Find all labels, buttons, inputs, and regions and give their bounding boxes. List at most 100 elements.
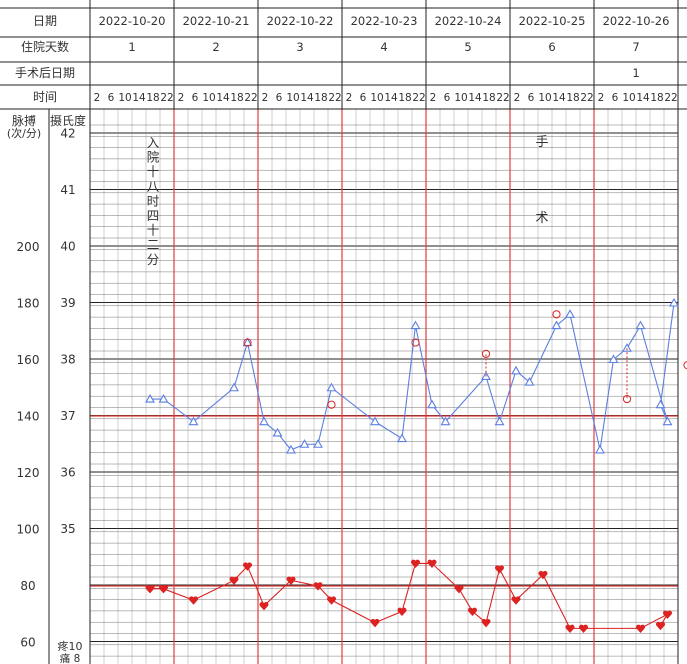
temperature-tick-label: 35 <box>60 522 75 536</box>
stay-day-cell: 6 <box>548 40 555 54</box>
pain-axis-subtitle: 痛 8 <box>60 652 81 664</box>
hour-cell: 14 <box>636 92 650 104</box>
cooling-circle-mark <box>411 338 420 347</box>
stay-day-cell: 4 <box>380 40 387 54</box>
pulse-point <box>481 618 491 628</box>
date-cell: 2022-10-26 <box>603 14 670 28</box>
hour-cell: 10 <box>118 92 131 104</box>
pulse-axis-title: 脉搏 <box>12 113 36 128</box>
admission-note-char: 院 <box>147 150 160 165</box>
hour-cell: 6 <box>528 92 535 104</box>
hour-cell: 6 <box>192 92 199 104</box>
pulse-line <box>150 562 670 629</box>
hour-cell: 14 <box>552 92 566 104</box>
pulse-point <box>370 618 380 628</box>
admission-note-char: 四 <box>147 208 160 223</box>
temperature-point <box>608 354 619 364</box>
date-cell: 2022-10-24 <box>435 14 502 28</box>
admission-note-char: 八 <box>147 179 160 194</box>
hour-cell: 6 <box>444 92 451 104</box>
hour-cell: 14 <box>132 92 146 104</box>
pulse-point <box>635 624 646 633</box>
date-label: 日期 <box>33 14 57 28</box>
cooling-circle-mark <box>683 361 687 370</box>
pulse-point <box>454 585 464 594</box>
temperature-tick-label: 41 <box>60 183 75 197</box>
hour-cell: 18 <box>314 92 327 104</box>
temperature-tick-label: 40 <box>60 240 75 254</box>
hour-cell: 10 <box>622 92 635 104</box>
temperature-point <box>595 444 605 454</box>
hour-cell: 6 <box>612 92 619 104</box>
pulse-point <box>286 576 296 585</box>
hour-cell: 14 <box>216 92 230 104</box>
axis-titles: 脉搏 (次/分) 摄氏度 疼10 痛 8 <box>7 113 86 664</box>
temperature-point <box>655 399 666 409</box>
hour-cell: 14 <box>384 92 398 104</box>
hour-cell: 10 <box>202 92 215 104</box>
hour-cell: 2 <box>430 92 437 104</box>
temperature-tick-label: 36 <box>60 466 75 480</box>
temperature-point <box>494 416 505 426</box>
temperature-point <box>427 399 437 409</box>
stay-day-cell: 5 <box>464 40 471 54</box>
hour-cell: 10 <box>370 92 383 104</box>
temperature-point <box>551 320 562 330</box>
pulse-point <box>158 585 169 594</box>
admission-note-char: 入 <box>147 135 160 150</box>
stay-days-label: 住院天数 <box>21 39 69 54</box>
pulse-point <box>326 596 337 605</box>
temperature-point <box>313 439 323 448</box>
pulse-tick-label: 180 <box>17 297 40 311</box>
hour-cell: 22 <box>580 92 593 104</box>
hour-cell: 10 <box>286 92 299 104</box>
pulse-point <box>427 559 437 569</box>
series-layer <box>145 297 687 633</box>
hour-cell: 22 <box>160 92 173 104</box>
hour-cell: 18 <box>650 92 663 104</box>
admission-note-char: 时 <box>147 193 160 208</box>
temperature-point <box>565 309 575 318</box>
pulse-point <box>494 565 505 574</box>
temperature-point <box>370 416 380 426</box>
temperature-point <box>440 416 451 426</box>
pulse-point <box>242 562 253 571</box>
pulse-tick-label: 200 <box>17 240 40 254</box>
stay-day-cell: 2 <box>212 40 219 54</box>
temperature-point <box>622 343 632 352</box>
date-cell: 2022-10-25 <box>519 14 586 28</box>
temperature-point <box>259 416 269 426</box>
pulse-point <box>229 576 239 585</box>
time-label: 时间 <box>33 90 57 104</box>
date-cell: 2022-10-21 <box>183 14 250 28</box>
pulse-point <box>467 607 478 617</box>
cooling-circle-mark <box>481 349 491 358</box>
admission-note-char: 分 <box>147 252 160 267</box>
hour-cell: 2 <box>262 92 269 104</box>
hour-cell: 14 <box>468 92 482 104</box>
hour-cell: 6 <box>360 92 367 104</box>
pulse-tick-label: 80 <box>20 579 35 593</box>
pulse-point <box>188 596 199 605</box>
temperature-point <box>511 365 521 375</box>
stay-day-cell: 7 <box>632 40 639 54</box>
hour-cell: 14 <box>300 92 314 104</box>
temperature-point <box>299 439 310 448</box>
stay-day-cell: 3 <box>296 40 303 54</box>
hour-cell: 18 <box>482 92 495 104</box>
temperature-point <box>397 433 407 443</box>
date-cell: 2022-10-23 <box>351 14 418 28</box>
cooling-circle-mark <box>327 400 336 409</box>
pulse-point <box>655 621 666 631</box>
temperature-point <box>229 382 239 392</box>
pulse-point <box>259 602 269 611</box>
pulse-point <box>538 570 548 580</box>
hour-cell: 10 <box>454 92 467 104</box>
hour-cell: 10 <box>538 92 551 104</box>
hour-cell: 18 <box>398 92 411 104</box>
axis-ticks: 35 36 37 38 39 40 41 42 60 80 100 120 140 160 180 200 <box>17 127 76 650</box>
date-cell: 2022-10-20 <box>99 14 166 28</box>
temperature-point <box>188 416 199 426</box>
